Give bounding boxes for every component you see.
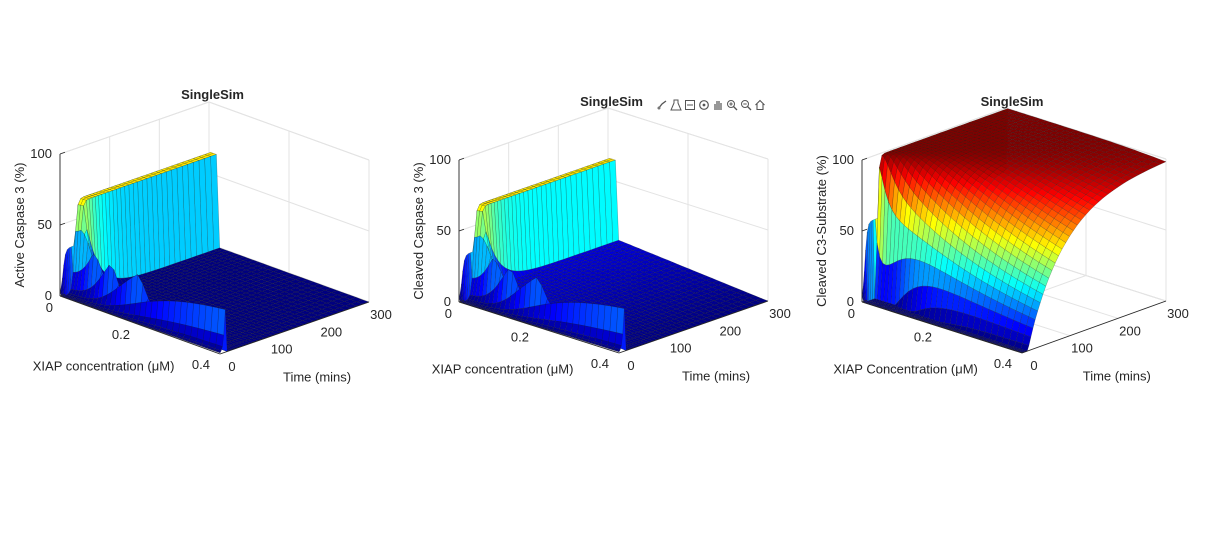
z-tick bbox=[458, 157, 465, 161]
y-tick-label: 0 bbox=[627, 358, 634, 373]
x-tick-label: 0.2 bbox=[511, 330, 529, 345]
surface-patch bbox=[614, 332, 623, 346]
zoom-out-icon[interactable] bbox=[740, 97, 752, 113]
y-tick-label: 100 bbox=[1071, 341, 1093, 356]
surface-patch bbox=[612, 349, 620, 353]
y-tick-label: 0 bbox=[228, 359, 235, 374]
y-tick-label: 300 bbox=[370, 307, 392, 322]
axes: 0 50 100 0 0.2 0.4 0 100 200 300 bbox=[30, 146, 392, 374]
axes: 0 50 100 0 0.2 0.4 0 100 200 300 bbox=[832, 152, 1189, 373]
y-tick-label: 300 bbox=[1167, 306, 1189, 321]
y-axis-line bbox=[1021, 300, 1167, 354]
grid-line bbox=[861, 107, 1007, 161]
x-tick-label: 0.2 bbox=[914, 330, 932, 345]
y-axis-line bbox=[618, 300, 769, 354]
x-axis-line bbox=[861, 301, 1023, 354]
surface-mesh bbox=[458, 158, 769, 353]
z-tick bbox=[861, 228, 868, 232]
z-tick-label: 100 bbox=[429, 152, 451, 167]
data-tips-icon[interactable] bbox=[670, 97, 682, 113]
pan-icon[interactable] bbox=[712, 97, 724, 113]
x-axis-label: XIAP concentration (μM) bbox=[33, 359, 175, 374]
legend-icon[interactable] bbox=[684, 97, 696, 113]
surface-patch bbox=[215, 333, 224, 347]
z-tick-label: 0 bbox=[444, 294, 451, 309]
x-axis-line bbox=[59, 295, 221, 355]
x-axis-label: XIAP Concentration (μM) bbox=[833, 361, 978, 376]
y-axis-label: Time (mins) bbox=[1083, 369, 1151, 384]
z-tick bbox=[458, 299, 465, 303]
x-tick-label: 0 bbox=[46, 300, 53, 315]
z-tick bbox=[59, 293, 66, 297]
z-tick bbox=[59, 222, 66, 226]
surface-plot-3: 0 50 100 0 0.2 0.4 0 100 200 300 Cleaved C3-Substr… bbox=[814, 94, 1189, 384]
chart-title: SingleSim bbox=[981, 94, 1044, 109]
surface-mesh bbox=[59, 152, 370, 354]
brush-icon[interactable] bbox=[656, 97, 668, 113]
surface-patch bbox=[616, 307, 625, 335]
x-axis-line bbox=[458, 301, 620, 354]
y-axis-line bbox=[219, 301, 370, 355]
home-icon[interactable] bbox=[754, 97, 766, 113]
chart-title: SingleSim bbox=[181, 87, 244, 102]
z-axis-label: Cleaved Caspase 3 (%) bbox=[411, 162, 426, 299]
surface-patch bbox=[217, 307, 226, 336]
z-axis-label: Cleaved C3-Substrate (%) bbox=[814, 155, 829, 307]
z-tick bbox=[861, 299, 868, 303]
rotate-icon[interactable] bbox=[698, 97, 710, 113]
z-tick-label: 50 bbox=[437, 223, 451, 238]
x-tick-label: 0.4 bbox=[994, 356, 1012, 371]
z-tick bbox=[861, 157, 868, 161]
z-tick-label: 100 bbox=[832, 152, 854, 167]
zoom-in-icon[interactable] bbox=[726, 97, 738, 113]
y-axis-label: Time (mins) bbox=[283, 370, 351, 385]
y-tick-label: 200 bbox=[1119, 323, 1141, 338]
x-axis-label: XIAP concentration (μM) bbox=[432, 361, 574, 376]
z-tick-label: 100 bbox=[30, 146, 52, 161]
chart-title: SingleSim bbox=[580, 94, 643, 109]
x-tick-label: 0 bbox=[848, 306, 855, 321]
z-tick bbox=[59, 151, 66, 155]
y-tick-label: 100 bbox=[670, 341, 692, 356]
y-axis-label: Time (mins) bbox=[682, 369, 750, 384]
x-tick-label: 0 bbox=[445, 306, 452, 321]
z-tick-label: 0 bbox=[45, 288, 52, 303]
y-tick-label: 100 bbox=[271, 342, 293, 357]
z-tick-label: 50 bbox=[38, 217, 52, 232]
grid-line bbox=[458, 107, 609, 161]
grid-line bbox=[59, 101, 210, 155]
x-tick-label: 0.4 bbox=[591, 356, 609, 371]
z-axis-label: Active Caspase 3 (%) bbox=[12, 163, 27, 288]
x-tick-label: 0.2 bbox=[112, 327, 130, 342]
axes-toolbar[interactable] bbox=[656, 97, 766, 115]
z-tick bbox=[458, 228, 465, 232]
y-tick-label: 200 bbox=[719, 323, 741, 338]
z-tick-label: 0 bbox=[847, 294, 854, 309]
y-tick-label: 200 bbox=[320, 324, 342, 339]
y-tick-label: 300 bbox=[769, 306, 791, 321]
axes: 0 50 100 0 0.2 0.4 0 100 200 300 bbox=[429, 152, 791, 373]
surface-mesh bbox=[861, 108, 1167, 354]
surface-patch bbox=[213, 349, 221, 354]
y-tick-label: 0 bbox=[1030, 358, 1037, 373]
x-tick-label: 0.4 bbox=[192, 357, 210, 372]
surface-plot-1: 0 50 100 0 0.2 0.4 0 100 200 300 Active Caspase 3 … bbox=[12, 87, 392, 385]
surface-plot-2: 0 50 100 0 0.2 0.4 0 100 200 300 Cleaved Caspase 3… bbox=[411, 94, 791, 384]
z-tick-label: 50 bbox=[840, 223, 854, 238]
